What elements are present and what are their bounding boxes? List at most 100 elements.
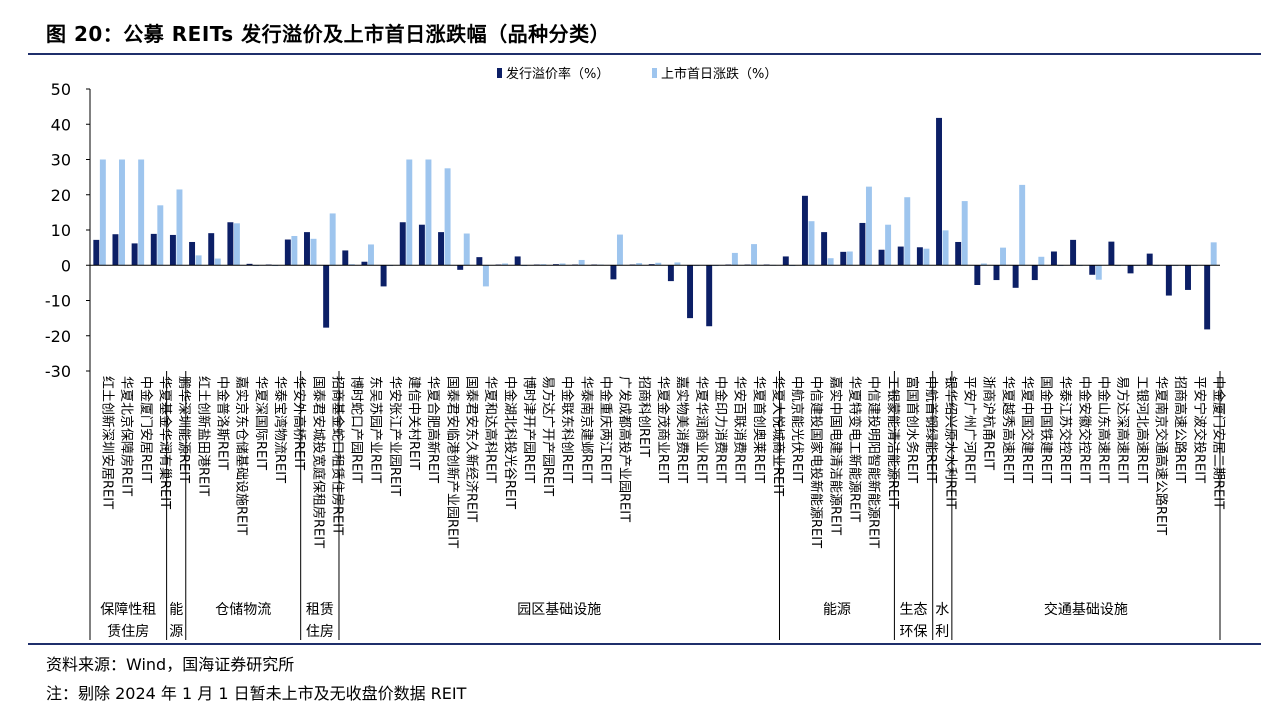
- group-label: 生态: [900, 602, 928, 618]
- bar-premium: [1127, 265, 1134, 274]
- category-label: 红土创新盐田港REIT: [195, 376, 211, 496]
- category-label: 中航京能光伏REIT: [789, 376, 805, 483]
- bar-first-day: [444, 168, 451, 266]
- bar-first-day: [540, 264, 547, 266]
- category-label: 华泰南京建邺REIT: [578, 376, 594, 483]
- category-label: 中信建投明阳智能新能源REIT: [866, 376, 882, 548]
- bar-first-day: [904, 197, 911, 266]
- group-label: 能源: [823, 602, 851, 618]
- group-label: 交通基础设施: [1044, 601, 1128, 618]
- bar-premium: [438, 232, 445, 266]
- chart-legend: 发行溢价率（%） 上市首日涨跌（%）: [497, 66, 777, 82]
- group-label: 能: [169, 602, 183, 618]
- bar-premium: [1165, 265, 1172, 296]
- bar-first-day: [616, 234, 623, 266]
- bar-premium: [227, 222, 234, 266]
- bar-premium: [457, 265, 464, 270]
- group-label: 利: [935, 624, 949, 640]
- bar-premium: [1070, 239, 1077, 266]
- category-label: 华安外高桥REIT: [291, 376, 307, 470]
- bar-first-day: [502, 263, 509, 266]
- bar-first-day: [99, 159, 106, 266]
- footer-rule: [28, 643, 1261, 645]
- bar-first-day: [195, 255, 202, 266]
- group-label: 水: [935, 602, 949, 618]
- group-label: 住房: [306, 624, 334, 640]
- group-label: 园区基础设施: [517, 601, 601, 618]
- bar-premium: [993, 265, 1000, 281]
- category-label: 银华绍兴原水水利REIT: [942, 376, 957, 509]
- legend-swatch: [497, 68, 502, 78]
- legend-label: 发行溢价率（%）: [506, 66, 609, 82]
- category-label: 中金印力消费REIT: [712, 376, 728, 483]
- category-label: 华夏越秀高速REIT: [1000, 376, 1016, 483]
- bar-premium: [936, 117, 942, 266]
- category-label: 华夏合肥高新REIT: [425, 376, 441, 483]
- bar-premium: [859, 222, 866, 266]
- category-label: 平安宁波交投REIT: [1191, 376, 1207, 483]
- bar-premium: [361, 261, 368, 266]
- bar-first-day: [310, 238, 317, 266]
- bar-first-day: [731, 252, 738, 266]
- bar-first-day: [674, 262, 681, 266]
- bar-premium: [706, 265, 713, 327]
- legend-label: 上市首日涨跌（%）: [661, 66, 777, 82]
- bar-first-day: [463, 233, 470, 266]
- bar-premium: [93, 239, 100, 266]
- bar-first-day: [961, 201, 968, 266]
- bar-first-day: [406, 159, 413, 266]
- bar-first-day: [827, 258, 834, 266]
- bar-first-day: [1210, 242, 1217, 266]
- category-label: 易方达广开产园REIT: [540, 376, 556, 496]
- bar-premium: [284, 239, 291, 266]
- bar-premium: [323, 265, 330, 328]
- category-label: 华夏基金华润有巢REIT: [157, 376, 173, 509]
- bar-marks: [93, 117, 1217, 330]
- title-rule: [28, 53, 1261, 55]
- bar-first-day: [1038, 256, 1045, 266]
- bar-first-day: [1019, 184, 1026, 266]
- bar-first-day: [233, 223, 240, 266]
- bar-premium: [897, 246, 904, 266]
- category-label: 华泰江苏交控REIT: [1057, 376, 1073, 483]
- figure-title: 图 20：公募 REITs 发行溢价及上市首日涨跌幅（品种分类）: [46, 22, 611, 46]
- bar-premium: [189, 241, 196, 266]
- bar-premium: [1204, 265, 1211, 330]
- category-label: 中金普洛斯REIT: [214, 376, 230, 470]
- legend-swatch: [652, 68, 657, 78]
- category-label: 博时津开产园REIT: [521, 376, 536, 483]
- category-label: 中金山东高速REIT: [1096, 376, 1112, 483]
- category-label: 华夏深国际REIT: [253, 376, 268, 470]
- bar-first-day: [865, 186, 872, 266]
- category-label: 华夏中国交建REIT: [1019, 376, 1035, 483]
- bar-premium: [553, 264, 559, 266]
- category-label: 易方达深高速REIT: [1115, 376, 1131, 483]
- bar-premium: [208, 233, 215, 266]
- bar-premium: [610, 265, 617, 280]
- bar-first-day: [348, 264, 355, 266]
- y-tick-label: 0: [61, 256, 71, 275]
- bar-premium: [304, 232, 310, 266]
- bar-first-day: [214, 258, 221, 266]
- bar-first-day: [655, 262, 662, 266]
- category-label: 华夏特变电工新能源REIT: [847, 376, 863, 522]
- category-label: 华安百联消费REIT: [732, 376, 747, 483]
- bar-first-day: [885, 224, 892, 266]
- category-label: 红土创新深圳安居REIT: [100, 376, 116, 509]
- bar-first-day: [942, 230, 949, 266]
- category-label: 国泰君安城投宽庭保租房REIT: [310, 376, 326, 548]
- bar-premium: [169, 234, 176, 266]
- bar-premium: [1185, 265, 1191, 290]
- y-tick-label: 40: [51, 115, 71, 134]
- bar-first-day: [329, 213, 336, 266]
- y-tick-label: -20: [45, 327, 71, 346]
- bar-first-day: [482, 265, 489, 287]
- category-label: 招商高速公路REIT: [1172, 376, 1188, 483]
- category-label: 中金厦门安居二期REIT: [1210, 376, 1226, 509]
- category-label: 嘉实京东仓储基础设施REIT: [234, 376, 249, 535]
- bar-premium: [246, 263, 253, 266]
- bar-first-day: [157, 205, 164, 266]
- group-label: 环保: [900, 624, 928, 640]
- category-label: 招商基金蛇口租赁住房REIT: [329, 376, 345, 535]
